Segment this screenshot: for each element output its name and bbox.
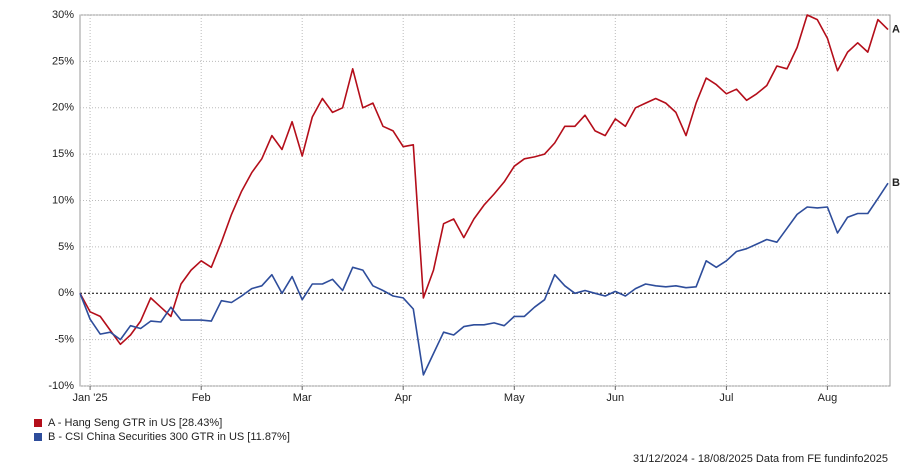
- x-tick-label: Jul: [719, 392, 733, 404]
- legend-swatch: [34, 419, 42, 427]
- x-tick-label: Mar: [293, 392, 312, 404]
- legend-label: A - Hang Seng GTR in US [28.43%]: [48, 417, 222, 429]
- y-tick-label: -5%: [54, 334, 74, 346]
- y-tick-label: 0%: [58, 287, 74, 299]
- legend-label: B - CSI China Securities 300 GTR in US […: [48, 431, 290, 443]
- x-tick-label: Apr: [395, 392, 412, 404]
- x-tick-label: Jan '25: [73, 392, 108, 404]
- end-label: B: [892, 177, 900, 189]
- series-line: [79, 182, 889, 376]
- x-tick-label: Feb: [192, 392, 211, 404]
- x-tick-label: Aug: [818, 392, 838, 404]
- y-tick-label: 15%: [52, 148, 74, 160]
- series-line: [79, 14, 889, 346]
- y-tick-label: 10%: [52, 194, 74, 206]
- y-tick-label: 30%: [52, 9, 74, 21]
- y-tick-label: 5%: [58, 241, 74, 253]
- y-tick-label: -10%: [48, 380, 74, 392]
- y-tick-label: 25%: [52, 55, 74, 67]
- x-tick-label: May: [504, 392, 525, 404]
- legend-swatch: [34, 433, 42, 441]
- source-note: 31/12/2024 - 18/08/2025 Data from FE fun…: [633, 453, 888, 465]
- x-tick-label: Jun: [606, 392, 624, 404]
- y-tick-label: 20%: [52, 102, 74, 114]
- end-label: A: [892, 23, 900, 35]
